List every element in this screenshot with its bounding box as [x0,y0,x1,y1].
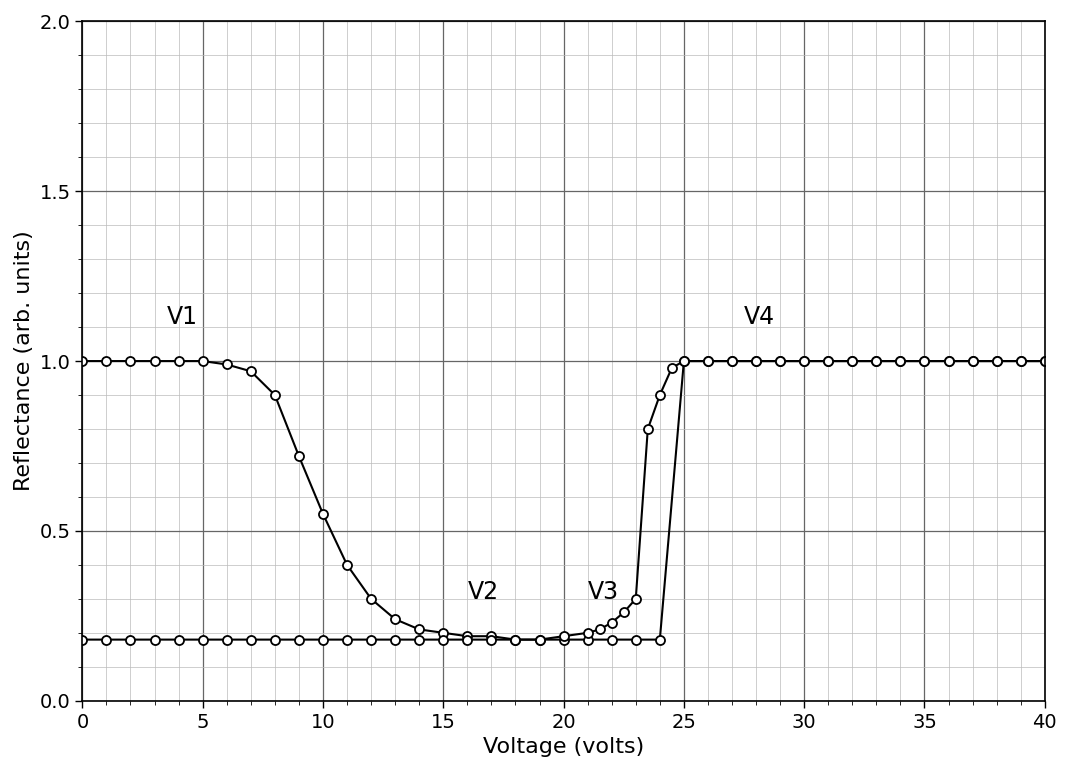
Text: V1: V1 [167,305,197,329]
Text: V4: V4 [744,305,775,329]
X-axis label: Voltage (volts): Voltage (volts) [483,737,645,757]
Text: V2: V2 [467,580,498,604]
Y-axis label: Reflectance (arb. units): Reflectance (arb. units) [14,231,34,491]
Text: V3: V3 [588,580,619,604]
